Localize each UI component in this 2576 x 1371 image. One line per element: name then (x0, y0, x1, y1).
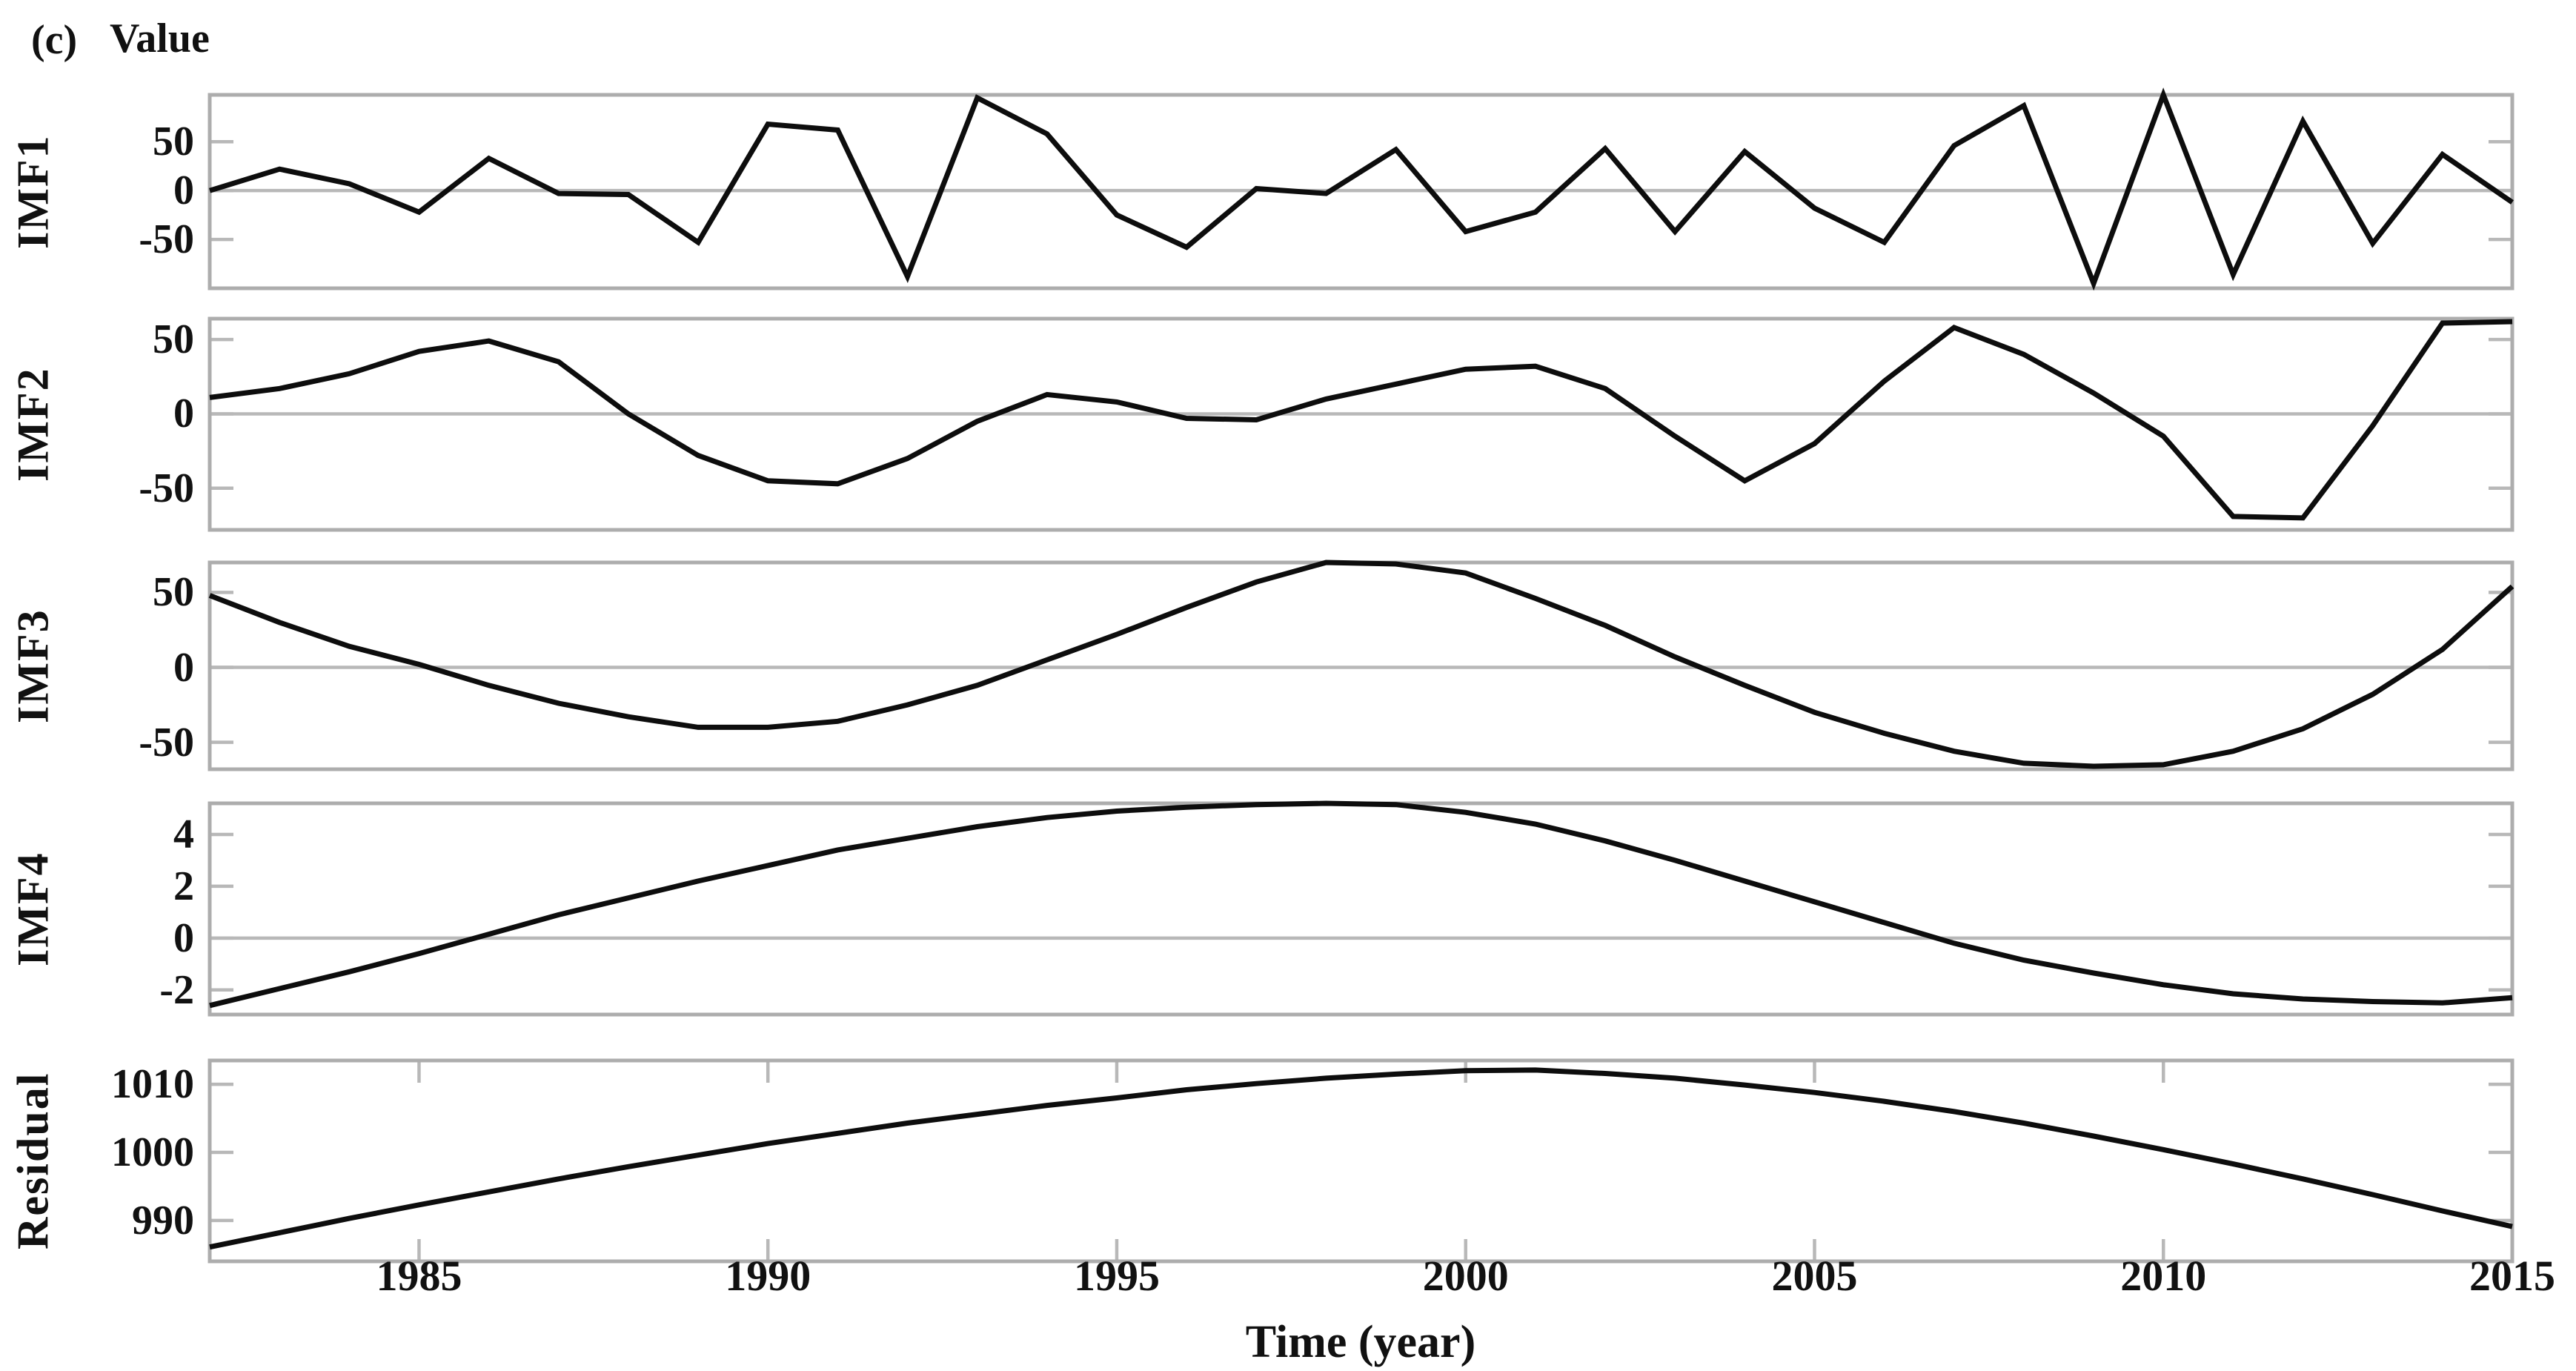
panel-plot-imf4 (208, 800, 2514, 1017)
ytick-imf3-0: 0 (173, 644, 194, 691)
xtick-2010: 2010 (2120, 1252, 2207, 1300)
subfigure-label: (c) (31, 17, 78, 63)
xtick-1985: 1985 (376, 1252, 462, 1300)
ytick-residual-990: 990 (132, 1197, 194, 1244)
ytick-imf3--50: -50 (139, 719, 194, 766)
panel-plot-imf2 (208, 316, 2514, 532)
residual-curve (209, 1067, 2513, 1250)
ytick-imf1--50: -50 (139, 216, 194, 263)
ytick-imf2-50: 50 (153, 316, 194, 363)
x-axis-label: Time (year) (1245, 1317, 1476, 1367)
ytick-imf1-0: 0 (173, 167, 194, 214)
xtick-2000: 2000 (1422, 1252, 1509, 1300)
value-axis-title: Value (110, 16, 210, 62)
panel-frame (208, 93, 2514, 291)
imf3-curve (208, 560, 2514, 769)
ytick-imf2--50: -50 (139, 465, 194, 511)
panel-frame (208, 1058, 2514, 1264)
imf4-curve (209, 800, 2513, 1009)
panel-plot-imf3 (208, 560, 2514, 771)
ytick-imf4-0: 0 (173, 914, 194, 961)
ytick-imf3-50: 50 (153, 569, 194, 616)
ytick-residual-1000: 1000 (111, 1129, 194, 1176)
imf2-curve (209, 319, 2513, 521)
ytick-imf4-4: 4 (173, 811, 194, 857)
xtick-2015: 2015 (2469, 1252, 2555, 1300)
ytick-residual-1010: 1010 (111, 1061, 194, 1108)
xtick-1990: 1990 (725, 1252, 811, 1300)
xtick-1995: 1995 (1073, 1252, 1160, 1300)
panel-frame (208, 316, 2514, 532)
ytick-imf4-2: 2 (173, 863, 194, 909)
ytick-imf4--2: -2 (159, 966, 194, 1013)
panel-plot-imf1 (208, 87, 2514, 291)
xtick-2005: 2005 (1771, 1252, 1858, 1300)
imf1-curve (208, 87, 2514, 291)
ytick-imf2-0: 0 (173, 391, 194, 437)
ytick-imf1-50: 50 (153, 119, 194, 165)
panel-plot-residual (208, 1058, 2514, 1264)
